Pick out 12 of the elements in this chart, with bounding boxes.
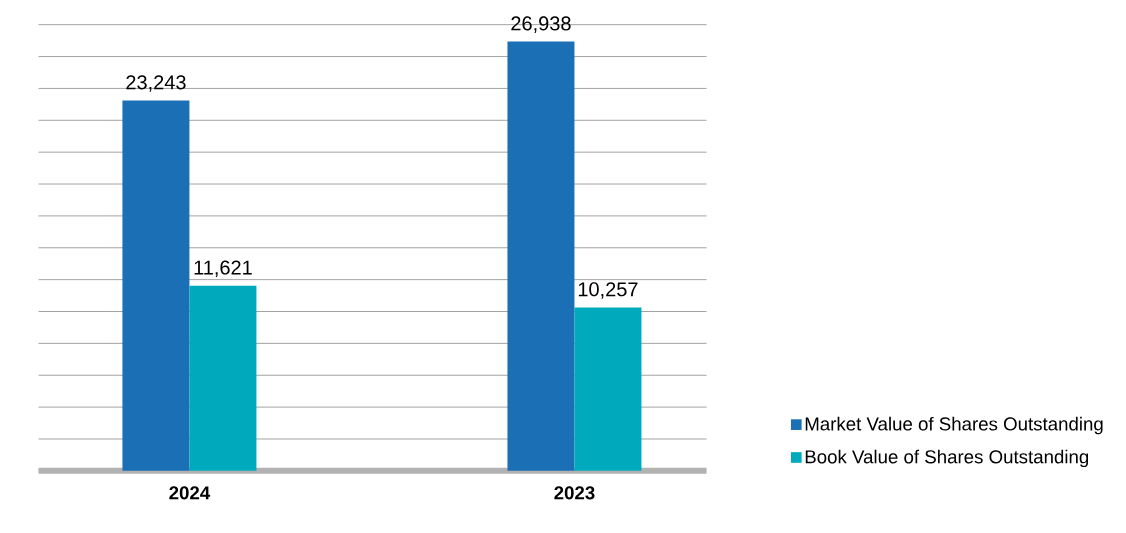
data-label: 11,621 [194,260,252,277]
data-label: 10,257 [578,282,638,299]
bar [574,307,642,471]
x-tick-label: 2023 [554,486,595,500]
data-label: 26,938 [511,16,571,33]
bar [507,41,575,471]
x-tick-label: 2024 [169,486,211,500]
data-label: 23,243 [126,75,186,92]
legend-label: Book Value of Shares Outstanding [805,449,1089,468]
legend-label: Market Value of Shares Outstanding [805,416,1103,435]
bar [122,100,190,471]
bar [189,285,257,471]
